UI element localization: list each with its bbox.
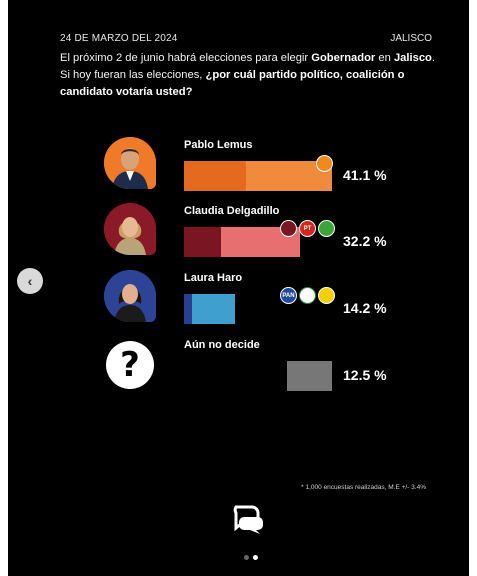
pagination-dot[interactable] — [244, 555, 249, 560]
morena-logo-icon — [280, 220, 297, 237]
bar-segment-dark — [184, 227, 221, 257]
candidate-row: ? Aún no decide 12.5 % — [8, 337, 469, 397]
pt-logo-icon: PT — [299, 220, 316, 237]
survey-date: 24 DE MARZO DEL 2024 — [60, 33, 178, 44]
person-photo-icon — [104, 203, 156, 255]
pagination-dot[interactable] — [253, 555, 258, 560]
person-photo-icon — [104, 270, 156, 322]
previous-slide-button[interactable]: ‹ — [17, 268, 43, 294]
brand-logo-icon — [233, 505, 263, 534]
bar-aun-no-decide — [287, 361, 332, 391]
question-part: . Si hoy fueran las elecciones, — [60, 52, 436, 81]
bar-segment-light — [287, 361, 332, 391]
party-logos: PT — [280, 220, 335, 237]
region-label: JALISCO — [390, 33, 432, 44]
bar-segment-light — [192, 294, 235, 324]
person-photo-icon — [104, 137, 156, 189]
pan-logo-icon: PAN — [280, 287, 297, 304]
candidate-name: Claudia Delgadillo — [184, 205, 280, 217]
bar-segment-dark — [184, 161, 246, 191]
candidate-name: Laura Haro — [184, 272, 243, 284]
bar-pablo-lemus — [184, 161, 332, 191]
verde-logo-icon — [318, 220, 335, 237]
bar-segment-dark — [184, 294, 192, 324]
unknown-symbol: ? — [120, 345, 140, 385]
candidate-row: Claudia Delgadillo PT 32.2 % — [8, 203, 469, 263]
prd-logo-icon — [318, 287, 335, 304]
question-bold: Jalisco — [393, 52, 432, 64]
question-bold: ¿por cuál partido político, coalición o … — [60, 69, 405, 98]
slide-frame: 24 DE MARZO DEL 2024 JALISCO El próximo … — [8, 0, 469, 576]
candidate-row: Laura Haro PAN 14.2 % — [8, 270, 469, 330]
value-label: 14.2 % — [343, 300, 387, 316]
candidate-row: Pablo Lemus 41.1 % — [8, 137, 469, 197]
party-logos — [316, 155, 333, 172]
pagination-dots — [244, 555, 258, 560]
question-part: El próximo 2 de junio habrá elecciones p… — [60, 52, 312, 64]
value-label: 41.1 % — [343, 167, 387, 183]
footnote: * 1,000 encuestas realizadas, M.E +/- 3.… — [301, 484, 426, 491]
question-part: en — [375, 52, 394, 64]
party-logos: PAN — [280, 287, 335, 304]
candidate-avatar — [104, 137, 156, 189]
candidate-name: Aún no decide — [184, 339, 260, 351]
candidate-avatar — [104, 203, 156, 255]
survey-question: El próximo 2 de junio habrá elecciones p… — [60, 50, 438, 101]
pri-logo-icon — [299, 287, 316, 304]
value-label: 12.5 % — [343, 367, 387, 383]
candidate-name: Pablo Lemus — [184, 139, 253, 151]
chevron-left-icon: ‹ — [27, 273, 33, 289]
bar-laura-haro — [184, 294, 235, 324]
question-mark-icon: ? — [106, 341, 154, 389]
value-label: 32.2 % — [343, 233, 387, 249]
mc-logo-icon — [316, 155, 333, 172]
candidate-avatar — [104, 270, 156, 322]
question-bold: Gobernador — [311, 52, 376, 64]
